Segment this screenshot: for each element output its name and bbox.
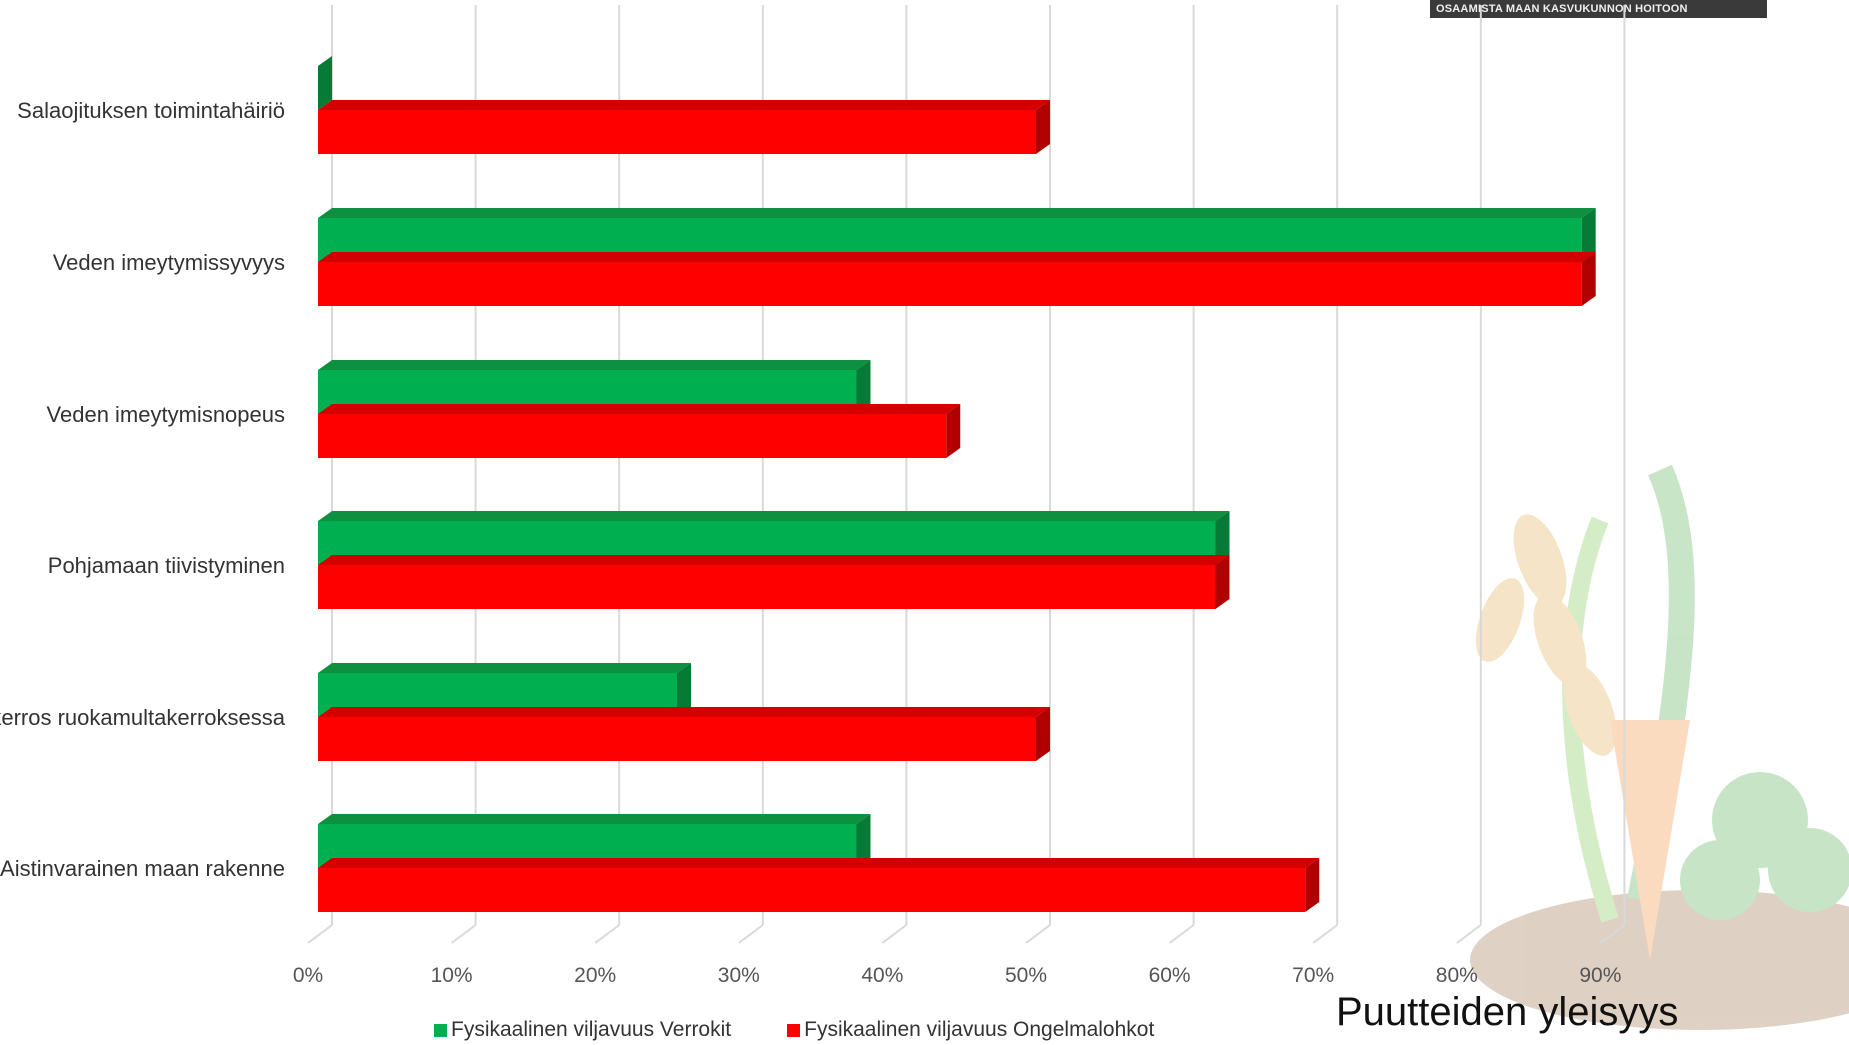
x-tick-labels: 0% 10% 20% 30% 40% 50% 60% 70% 80% 90% — [293, 964, 1622, 987]
bar-verrokit-top — [318, 511, 1230, 521]
bar-ongelmalohkot-front — [318, 110, 1036, 154]
bar-ongelmalohkot-top — [318, 100, 1050, 110]
gridline-floor — [1313, 925, 1337, 943]
legend-item-verrokit: Fysikaalinen viljavuus Verrokit — [434, 1018, 731, 1042]
legend-label-ongelmalohkot: Fysikaalinen viljavuus Ongelmalohkot — [804, 1018, 1154, 1042]
x-tick-label: 60% — [1149, 964, 1191, 987]
plant-watermark-image — [1466, 470, 1849, 1030]
category-label: kerros ruokamultakerroksessa — [0, 705, 286, 730]
bar-verrokit-top — [318, 208, 1596, 218]
category-label: Pohjamaan tiivistyminen — [48, 553, 285, 578]
category-label: Aistinvarainen maan rakenne — [0, 856, 285, 881]
legend-label-verrokit: Fysikaalinen viljavuus Verrokit — [451, 1018, 731, 1042]
bar-ongelmalohkot-front — [318, 868, 1305, 912]
gridline-floor — [1457, 925, 1481, 943]
x-tick-label: 70% — [1292, 964, 1334, 987]
bar-ongelmalohkot-front — [318, 565, 1216, 609]
bar-verrokit-top — [318, 360, 871, 370]
gridline-floor — [452, 925, 476, 943]
gridline-floor — [595, 925, 619, 943]
bar-ongelmalohkot-top — [318, 858, 1319, 868]
bar-ongelmalohkot — [318, 555, 1230, 609]
gridline-floor — [1026, 925, 1050, 943]
x-axis-title: Puutteiden yleisyys — [1336, 990, 1678, 1035]
bar-ongelmalohkot — [318, 707, 1050, 761]
gridline-floor — [739, 925, 763, 943]
bar-ongelmalohkot-front — [318, 414, 946, 458]
legend: Fysikaalinen viljavuus Verrokit Fysikaal… — [434, 1018, 1154, 1042]
legend-swatch-green — [434, 1024, 447, 1037]
bar-ongelmalohkot-front — [318, 262, 1582, 306]
bar-ongelmalohkot-top — [318, 707, 1050, 717]
bar-verrokit-top — [318, 663, 691, 673]
x-tick-label: 20% — [574, 964, 616, 987]
x-tick-label: 80% — [1436, 964, 1478, 987]
bar-ongelmalohkot — [318, 100, 1050, 154]
legend-item-ongelmalohkot: Fysikaalinen viljavuus Ongelmalohkot — [787, 1018, 1154, 1042]
category-label: Veden imeytymissyvyys — [53, 250, 285, 275]
bar-ongelmalohkot — [318, 252, 1596, 306]
x-tick-label: 0% — [293, 964, 323, 987]
bar-ongelmalohkot-top — [318, 404, 960, 414]
x-tick-label: 30% — [718, 964, 760, 987]
x-tick-label: 90% — [1579, 964, 1621, 987]
gridline-floor — [308, 925, 332, 943]
bar-ongelmalohkot — [318, 858, 1319, 912]
gridline-floor — [1170, 925, 1194, 943]
x-tick-label: 10% — [431, 964, 473, 987]
bar-ongelmalohkot-top — [318, 252, 1596, 262]
category-labels: Salaojituksen toimintahäiriö Veden imeyty… — [0, 98, 286, 881]
legend-swatch-red — [787, 1024, 800, 1037]
category-label: Salaojituksen toimintahäiriö — [17, 98, 285, 123]
bar-ongelmalohkot — [318, 404, 960, 458]
gridline-floor — [882, 925, 906, 943]
x-tick-label: 50% — [1005, 964, 1047, 987]
bar-ongelmalohkot-top — [318, 555, 1230, 565]
category-label: Veden imeytymisnopeus — [47, 402, 285, 427]
x-tick-label: 40% — [861, 964, 903, 987]
bar-verrokit-top — [318, 814, 871, 824]
bars — [318, 56, 1596, 912]
bar-ongelmalohkot-front — [318, 717, 1036, 761]
